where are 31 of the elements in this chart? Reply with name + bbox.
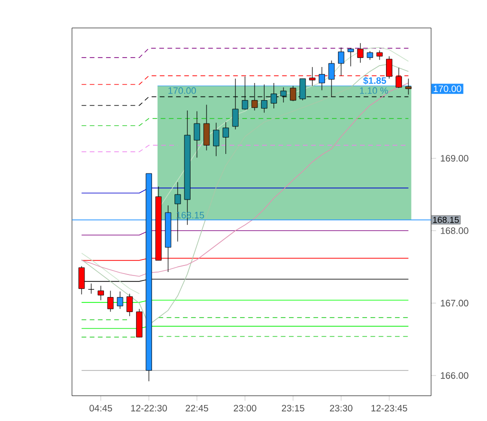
x-tick-label: 22:45 [186,404,208,412]
x-tick-label: 04:45 [90,404,112,412]
candlestick [116,291,124,310]
x-tick-label: 23:00 [234,404,256,412]
candlestick [107,290,114,312]
candlestick [203,104,210,151]
candlestick [290,86,296,102]
text: 170.00 [434,85,462,92]
y-tick-label: 166.00 [440,372,468,379]
ref-line-label: 168.15 [433,216,459,223]
annotation: 170.00 [168,87,196,94]
x-tick-label: 23:15 [282,404,304,412]
candlestick [405,78,412,95]
candlestick [222,122,229,154]
candlestick [348,48,354,67]
y-tick-label: 167.00 [440,300,468,306]
annotation: 1.10 % [360,87,388,94]
y-tick-label: 169.00 [440,154,468,162]
x-tick-label: 12-23:45 [371,404,408,412]
candlestick [357,42,364,63]
candlestick [213,122,220,156]
candlestick [376,50,383,60]
y-tick-label: 168.00 [440,227,468,234]
x-tick-label: 12-22:30 [131,404,167,412]
candlestick [338,47,344,76]
candlestick [88,283,94,294]
candlestick [98,285,104,300]
candlestick [194,110,200,158]
candlestick [126,293,133,316]
annotation: $1.85 [363,76,386,84]
x-tick-label: 23:30 [330,404,352,412]
